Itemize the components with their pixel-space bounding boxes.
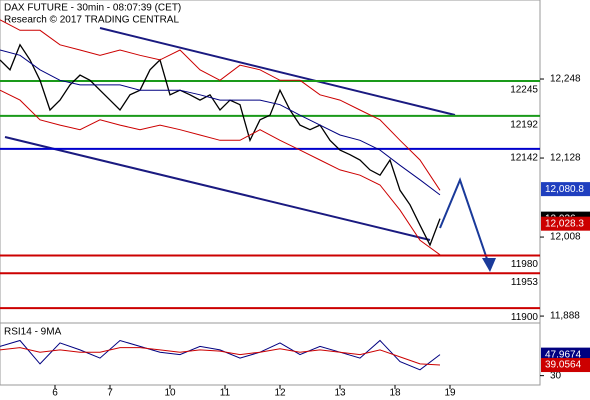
level-label: 11953: [511, 277, 539, 288]
price-tag: [541, 182, 590, 197]
arrow-head: [482, 258, 496, 272]
chart-title: DAX FUTURE - 30min - 08:07:39 (CET): [4, 3, 181, 14]
y-tick-label: 12,008: [550, 232, 581, 243]
series-line: [0, 43, 441, 247]
x-tick-label: 6: [52, 388, 58, 399]
chart-subtitle: Research © 2017 TRADING CENTRAL: [4, 15, 179, 26]
price-tag: [541, 216, 590, 231]
x-tick-label: 10: [164, 388, 176, 399]
projection-arrow: [439, 177, 489, 263]
channel-lower: [4, 136, 431, 241]
x-tick-label: 18: [389, 388, 401, 399]
x-tick-label: 19: [444, 388, 456, 399]
series-line: [0, 339, 441, 371]
x-tick-label: 13: [334, 388, 346, 399]
price-tag-label: 12,028.3: [545, 218, 584, 229]
level-label: 12192: [510, 120, 538, 131]
y-tick-label: 11,888: [550, 311, 580, 322]
level-label: 12142: [510, 152, 538, 163]
price-tag-label: 47.9674: [545, 349, 582, 360]
y-tick-label: 30: [550, 370, 562, 381]
series-line: [0, 89, 441, 256]
price-tag-label: 39.0564: [545, 360, 582, 371]
y-tick-label: 12,248: [550, 74, 581, 85]
level-label: 11980: [511, 259, 539, 270]
level-label: 12245: [510, 85, 538, 96]
x-tick-label: 7: [107, 388, 113, 399]
series-line: [0, 347, 441, 366]
x-tick-label: 11: [220, 388, 231, 399]
series-line: [0, 49, 441, 196]
price-tag: [541, 358, 590, 373]
level-label: 11900: [511, 312, 539, 323]
x-tick-label: 12: [274, 388, 286, 399]
series-line: [0, 19, 441, 191]
rsi-title: RSI14 - 9MA: [4, 327, 62, 338]
y-tick-label: 12,128: [550, 153, 581, 164]
plot-frame: [0, 0, 541, 386]
price-tag-label: 12,080.8: [545, 184, 584, 195]
channel-upper: [99, 27, 456, 116]
